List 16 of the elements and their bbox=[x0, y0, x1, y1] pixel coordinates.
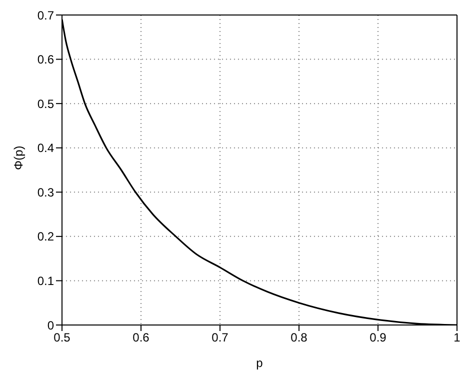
x-tick-label: 0.7 bbox=[212, 330, 229, 345]
y-tick-label: 0.1 bbox=[37, 274, 54, 288]
x-tick-label: 0.8 bbox=[290, 330, 308, 345]
y-tick-label: 0.2 bbox=[37, 230, 54, 244]
x-tick-label: 0.5 bbox=[54, 330, 71, 345]
x-axis-title: p bbox=[256, 356, 264, 370]
x-tick-label: 0.6 bbox=[132, 330, 150, 345]
y-tick-label: 0.4 bbox=[37, 141, 54, 156]
y-axis-title: Φ(p) bbox=[11, 146, 26, 170]
y-tick-label: 0.3 bbox=[37, 185, 54, 200]
y-tick-label: 0.6 bbox=[37, 52, 54, 67]
y-tick-label: 0.7 bbox=[37, 8, 54, 22]
y-tick-label: 0.5 bbox=[37, 96, 54, 111]
y-tick-label: 0 bbox=[47, 318, 54, 332]
x-tick-label: 1 bbox=[454, 330, 461, 345]
x-tick-label: 0.9 bbox=[370, 330, 387, 345]
